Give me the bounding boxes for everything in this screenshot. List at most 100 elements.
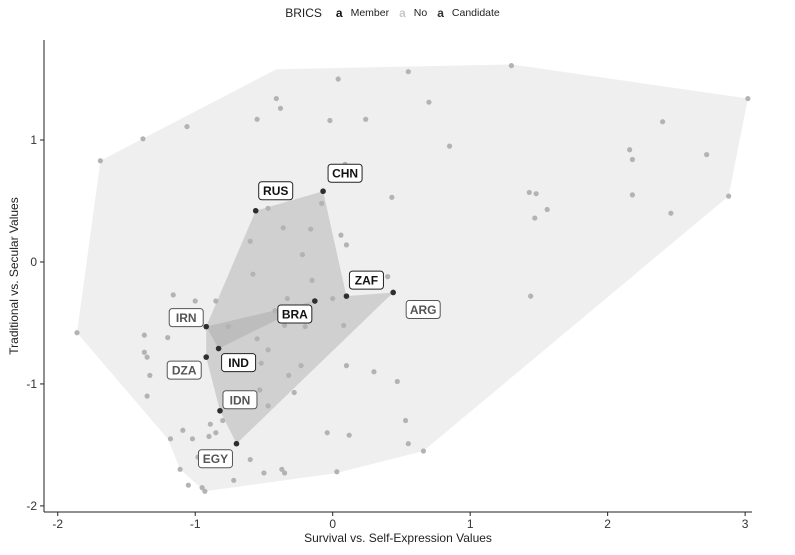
data-point xyxy=(319,200,325,207)
data-point xyxy=(660,119,666,125)
data-point xyxy=(147,372,153,379)
data-point xyxy=(220,417,226,424)
y-tick-label: 0 xyxy=(30,255,37,269)
y-tick-label: 1 xyxy=(30,133,37,147)
point-label-text: CHN xyxy=(332,167,358,181)
data-point xyxy=(338,232,344,238)
data-point xyxy=(629,192,635,198)
data-point xyxy=(420,448,427,454)
data-point xyxy=(189,436,196,442)
data-point xyxy=(184,123,190,130)
point-label-box xyxy=(327,163,363,183)
point-label-zaf: ZAF xyxy=(348,270,384,290)
data-point xyxy=(279,466,285,472)
data-point xyxy=(668,210,674,216)
data-point xyxy=(265,403,271,409)
data-point xyxy=(284,295,290,302)
y-tick-label: -2 xyxy=(26,499,37,513)
point-label-text: IDN xyxy=(230,393,251,407)
data-point xyxy=(257,387,263,393)
data-point xyxy=(508,63,515,69)
point-label-box xyxy=(258,181,294,201)
data-point xyxy=(394,378,400,385)
data-point-dza xyxy=(203,354,210,360)
point-label-box xyxy=(197,449,233,469)
data-point xyxy=(261,470,267,476)
point-label-chn: CHN xyxy=(327,163,363,183)
point-label-bra: BRA xyxy=(277,304,313,324)
data-point xyxy=(363,116,369,122)
legend-entry-member: a Member xyxy=(336,6,389,20)
data-point xyxy=(405,69,411,75)
point-label-box xyxy=(222,390,258,410)
data-point xyxy=(141,332,147,338)
data-point xyxy=(324,430,330,436)
data-point xyxy=(308,226,314,232)
point-label-text: ARG xyxy=(410,303,437,317)
data-point xyxy=(74,330,80,336)
data-point xyxy=(745,95,751,102)
point-label-box xyxy=(348,270,384,290)
data-point xyxy=(207,421,213,427)
data-point xyxy=(144,393,150,399)
point-label-text: IRN xyxy=(176,311,197,325)
data-point xyxy=(532,215,538,221)
data-point-ind xyxy=(215,345,222,352)
legend-label-no: No xyxy=(413,7,428,19)
data-point-chn xyxy=(320,188,326,195)
data-point xyxy=(280,225,286,231)
data-point xyxy=(526,189,532,196)
legend-key-no: a xyxy=(399,6,406,20)
data-point xyxy=(213,430,219,436)
point-label-irn: IRN xyxy=(168,308,204,328)
data-point xyxy=(141,349,147,355)
data-point xyxy=(199,485,205,491)
data-point xyxy=(309,277,315,283)
data-point xyxy=(704,152,710,158)
data-point xyxy=(298,363,304,369)
data-point xyxy=(335,76,341,82)
point-label-idn: IDN xyxy=(222,390,258,410)
point-label-box xyxy=(277,304,313,324)
legend-label-candidate: Candidate xyxy=(451,7,500,19)
point-label-arg: ARG xyxy=(405,299,441,319)
outer-hull xyxy=(77,64,748,492)
data-point xyxy=(726,193,732,199)
data-point xyxy=(177,466,183,472)
point-label-dza: DZA xyxy=(166,360,202,380)
data-point xyxy=(544,206,550,213)
data-point xyxy=(389,194,395,200)
data-point xyxy=(343,363,350,369)
data-point-rus xyxy=(252,207,259,214)
data-point-egy xyxy=(233,440,240,447)
x-tick-label: 3 xyxy=(742,517,749,531)
legend-key-candidate: a xyxy=(437,6,444,20)
data-point xyxy=(202,488,208,494)
legend-label-member: Member xyxy=(350,7,390,19)
point-label-text: DZA xyxy=(172,364,197,378)
data-point xyxy=(167,436,174,442)
hull-layer xyxy=(77,64,748,492)
data-point xyxy=(343,242,350,248)
data-point xyxy=(291,389,297,396)
data-point xyxy=(185,482,191,488)
data-point-arg xyxy=(390,289,396,296)
labels-layer: RUS CHN ZAF BRA IND ARG IRN DZA IDN EGY xyxy=(166,163,441,469)
data-point xyxy=(281,322,288,328)
data-point xyxy=(144,354,150,360)
data-point xyxy=(299,252,306,258)
point-label-text: RUS xyxy=(263,184,288,198)
data-point xyxy=(254,336,260,342)
data-point xyxy=(277,105,284,111)
x-tick-label: 1 xyxy=(467,517,474,531)
data-point xyxy=(426,99,432,105)
data-point xyxy=(165,334,171,341)
data-point xyxy=(206,433,212,439)
point-label-box xyxy=(168,308,204,328)
point-label-rus: RUS xyxy=(258,181,294,201)
data-point-irn xyxy=(203,323,210,330)
data-point xyxy=(250,271,256,277)
data-point xyxy=(265,347,271,353)
data-point xyxy=(272,308,278,314)
data-point xyxy=(180,427,186,433)
